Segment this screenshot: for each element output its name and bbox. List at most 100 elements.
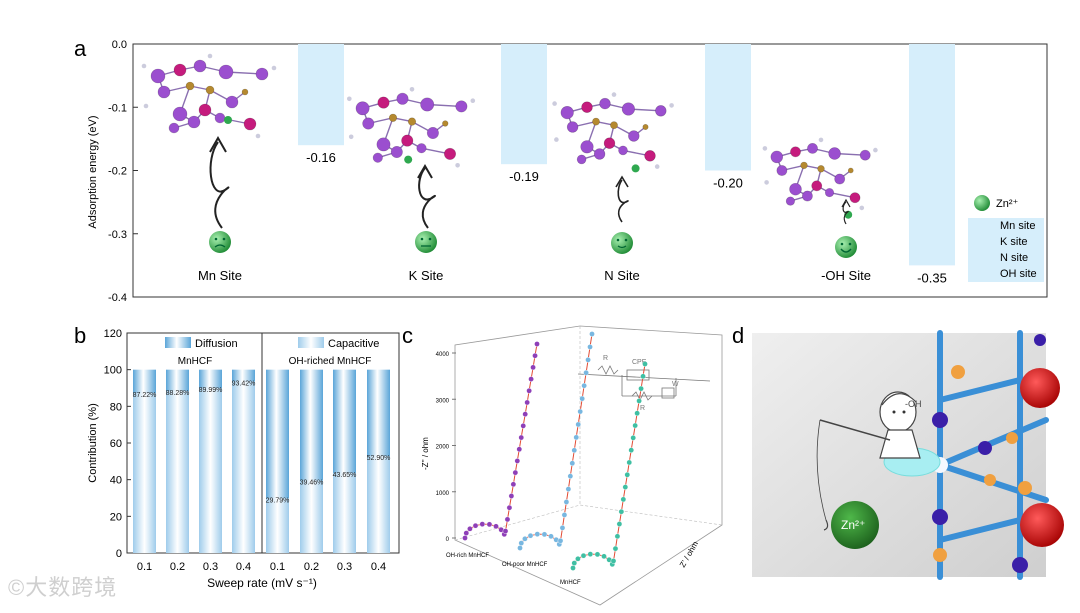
atom xyxy=(807,143,818,154)
atom xyxy=(824,188,835,198)
atom xyxy=(576,154,587,165)
h-atom xyxy=(762,146,768,151)
panel-c-data-point xyxy=(569,460,576,467)
atom xyxy=(811,180,823,192)
panel-c-data-point xyxy=(573,434,580,441)
legend-capacitive-swatch xyxy=(298,337,324,348)
panel-b-ytick-label: 100 xyxy=(104,365,122,377)
atom xyxy=(193,59,207,73)
panel-c-data-point xyxy=(527,532,534,539)
atom xyxy=(168,122,180,134)
panel-c-data-point xyxy=(567,473,574,479)
panel-a-bar xyxy=(909,44,955,266)
atom xyxy=(789,182,802,196)
group-label-oh-riched: OH-riched MnHCF xyxy=(289,356,372,367)
face-icons xyxy=(209,231,857,258)
panel-c-data-point xyxy=(486,521,493,528)
atom xyxy=(610,121,618,130)
arrowhead-n xyxy=(615,175,629,188)
panel-b-diffusion-bar xyxy=(333,369,356,473)
circuit-label-r2: R xyxy=(640,405,645,412)
panel-b-value-label: 29.79% xyxy=(266,497,290,504)
atom xyxy=(150,68,166,84)
panel-c-data-point xyxy=(462,535,468,541)
atom xyxy=(817,165,825,173)
h-atom xyxy=(143,103,149,109)
panel-b-capacitive-bar xyxy=(166,391,189,553)
panel-c-data-point xyxy=(548,533,554,540)
legend-diffusion: Diffusion xyxy=(195,338,238,350)
panel-b-diffusion-bar xyxy=(367,369,390,457)
panel-b-value-label: 88.28% xyxy=(166,390,190,397)
h-atom xyxy=(654,164,660,169)
panel-a-ylabel: Adsorption energy (eV) xyxy=(87,115,99,228)
panel-c-data-point xyxy=(520,423,527,429)
h-atom xyxy=(669,103,674,108)
panel-b-value-label: 43.65% xyxy=(333,472,357,479)
panel-c-3d-chart: -Z'' / ohm Z' / ohm R CPE R W OH-rich Mn… xyxy=(421,325,723,606)
circuit-label-r1: R xyxy=(603,355,608,362)
panel-a-value-label: -0.35 xyxy=(917,270,947,285)
h-atom xyxy=(859,205,865,211)
panel-a-category-label: K Site xyxy=(409,268,444,283)
panel-c-data-point xyxy=(479,521,486,527)
legend-diffusion-swatch xyxy=(165,337,191,348)
arrowhead-oh xyxy=(841,198,851,208)
panel-label-b: b xyxy=(74,323,86,348)
atom xyxy=(243,117,257,131)
atom xyxy=(621,102,636,116)
panel-b-chart: Contribution (%) Sweep rate (mV s⁻¹) Dif… xyxy=(87,328,400,590)
h-atom xyxy=(347,96,352,102)
panel-b-ytick-label: 80 xyxy=(110,401,122,413)
panel-c-data-point xyxy=(517,545,523,551)
panel-c-data-point xyxy=(463,530,470,536)
panel-a-ytick-label: -0.2 xyxy=(108,166,127,178)
h-atom xyxy=(207,53,213,59)
h-atom xyxy=(818,137,824,143)
zn-ion-legend-icon xyxy=(974,195,990,211)
legend-zn-label: Zn²⁺ xyxy=(996,198,1019,210)
panel-c-data-point xyxy=(512,469,519,476)
panel-c-data-point xyxy=(594,551,601,558)
atom xyxy=(834,173,846,185)
zn-ion-bait: Zn²⁺ xyxy=(831,501,879,549)
panel-a-category-label: -OH Site xyxy=(821,268,871,283)
panel-b-xtick-label: 0.2 xyxy=(170,561,185,573)
panel-c-data-point xyxy=(526,387,532,394)
panel-b-capacitive-bar xyxy=(333,472,356,553)
series-label-oh-poor: OH-poor MnHCF xyxy=(502,562,548,568)
panel-a-value-label: -0.20 xyxy=(713,176,743,191)
atom xyxy=(157,85,171,99)
panel-c-data-point xyxy=(506,504,513,511)
panel-b-diffusion-bar xyxy=(266,369,289,499)
atom xyxy=(187,115,201,129)
panel-c-data-point xyxy=(626,459,633,466)
panel-c-data-point xyxy=(587,344,593,350)
h-atom xyxy=(764,180,769,185)
lattice-rods xyxy=(937,330,1049,580)
atom xyxy=(205,85,215,95)
panel-b-capacitive-bar xyxy=(367,456,390,553)
panel-b-value-label: 93.42% xyxy=(232,381,256,388)
atom xyxy=(580,140,594,154)
panel-c-data-point xyxy=(563,499,570,505)
panel-c-data-point xyxy=(622,484,629,490)
atom xyxy=(859,149,871,161)
panel-c-data-point xyxy=(565,486,572,492)
neutral-face-icon xyxy=(415,231,437,253)
panel-b-diffusion-bar xyxy=(199,369,222,389)
h-atom xyxy=(552,101,557,106)
sad-face-icon xyxy=(209,231,231,253)
slight-smile-face-icon xyxy=(611,232,633,254)
panel-c-data-point xyxy=(575,555,581,562)
panel-a-bar xyxy=(298,44,344,146)
atom xyxy=(593,148,606,160)
panel-b-ytick-label: 40 xyxy=(110,475,122,487)
molecule-n-site xyxy=(552,92,674,173)
panel-c-data-point xyxy=(610,558,617,564)
zn-atom xyxy=(631,164,640,173)
h-atom xyxy=(271,65,277,71)
atom xyxy=(241,88,249,96)
panel-a-legend: Zn²⁺ Mn site K site N site OH site xyxy=(968,195,1044,282)
